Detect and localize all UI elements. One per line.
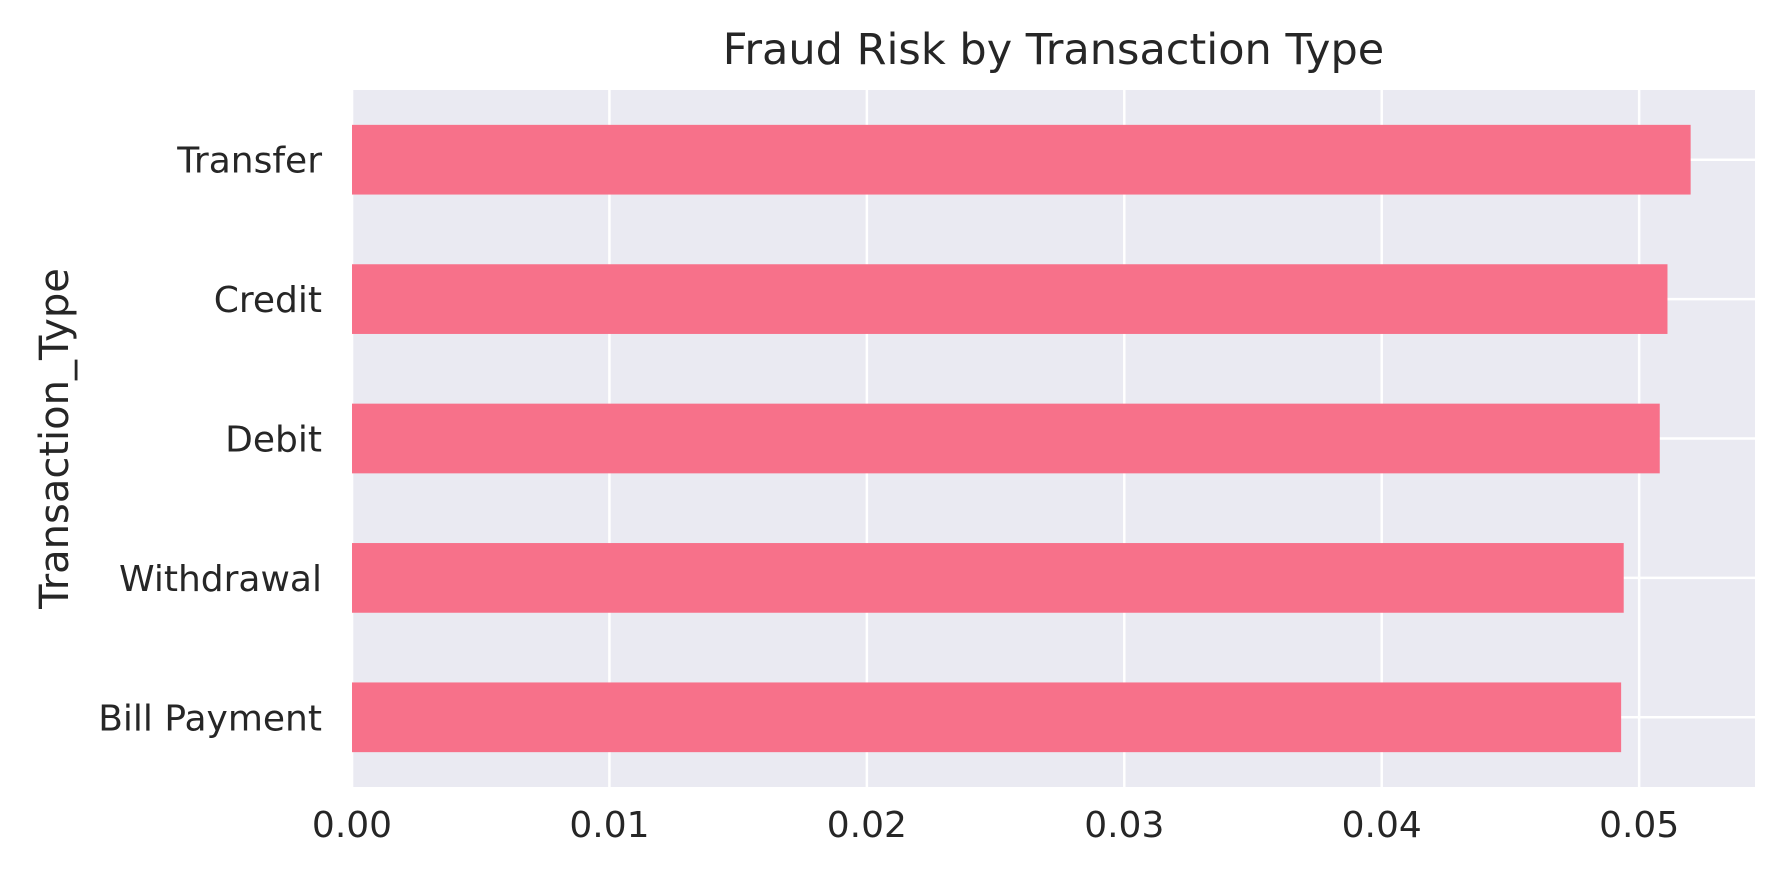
x-tick-label: 0.03 bbox=[1084, 805, 1164, 846]
bars bbox=[352, 124, 1691, 753]
bar bbox=[352, 264, 1668, 334]
x-tick-label: 0.04 bbox=[1342, 805, 1422, 846]
x-tick-labels: 0.00 0.01 0.02 0.03 0.04 0.05 bbox=[312, 805, 1679, 846]
y-tick-label: Credit bbox=[214, 280, 322, 321]
y-tick-label: Withdrawal bbox=[119, 559, 322, 600]
y-tick-labels: Transfer Credit Debit Withdrawal Bill Paymen… bbox=[98, 141, 322, 740]
x-tick-label: 0.00 bbox=[312, 805, 392, 846]
chart-title: Fraud Risk by Transaction Type bbox=[723, 25, 1384, 75]
bar bbox=[352, 124, 1691, 195]
x-tick-label: 0.05 bbox=[1599, 805, 1679, 846]
y-tick-label: Transfer bbox=[176, 141, 322, 182]
x-tick-label: 0.02 bbox=[827, 805, 907, 846]
x-tick-label: 0.01 bbox=[569, 805, 649, 846]
y-tick-label: Bill Payment bbox=[98, 698, 322, 739]
y-tick-label: Debit bbox=[225, 420, 322, 461]
bar bbox=[352, 543, 1624, 613]
y-axis-label: Transaction_Type bbox=[32, 268, 78, 610]
bar bbox=[352, 682, 1622, 753]
bar bbox=[352, 403, 1660, 474]
